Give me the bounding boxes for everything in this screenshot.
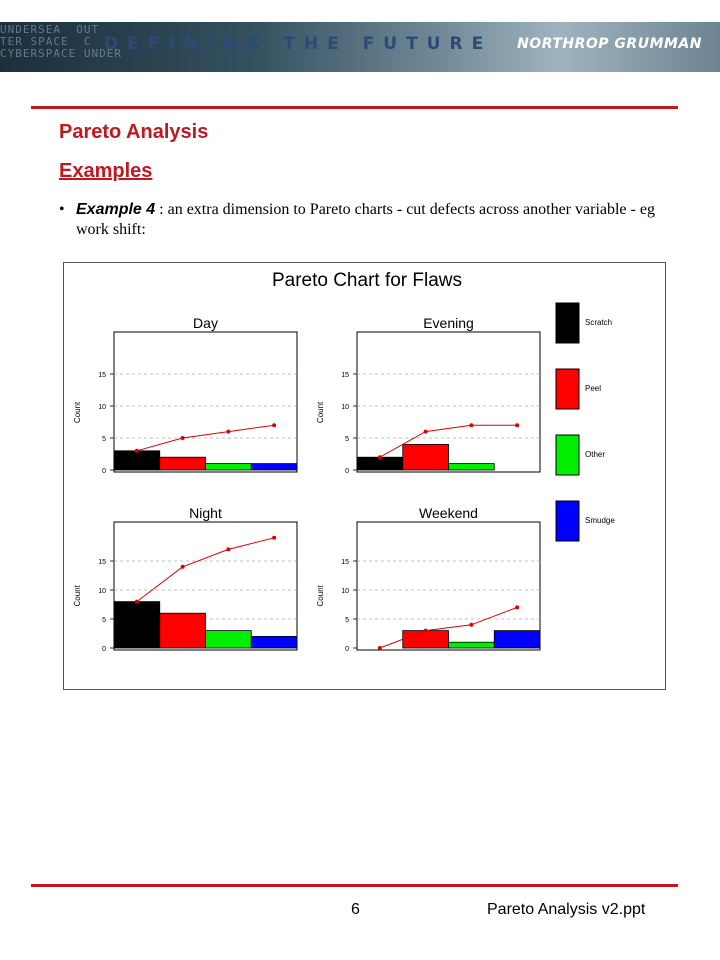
cumulative-point <box>423 429 428 434</box>
cumulative-point <box>226 547 231 552</box>
bar-smudge <box>493 630 541 649</box>
cumulative-point <box>134 448 139 453</box>
panel-weekend: Weekend 0 5 10 15 Count <box>316 505 541 653</box>
cumulative-point <box>134 599 139 604</box>
legend-label-peel: Peel <box>585 384 601 393</box>
bullet-marker: • <box>59 201 65 218</box>
cumulative-point <box>377 455 382 460</box>
cumulative-point <box>377 646 382 650</box>
slide-subtitle: Examples <box>59 160 153 182</box>
page-number: 6 <box>351 901 360 918</box>
cumulative-line <box>379 424 518 458</box>
banner-tagline: DEFINING THE FUTURE <box>104 34 493 54</box>
y-axis-label: Count <box>73 584 82 606</box>
cumulative-point <box>469 622 474 627</box>
cumulative-point <box>226 429 231 434</box>
y-tick-label: 10 <box>341 588 349 595</box>
y-tick-label: 15 <box>98 559 106 566</box>
legend-label-other: Other <box>585 450 605 459</box>
bar-other <box>448 463 495 471</box>
cumulative-point <box>180 564 185 569</box>
y-axis-label: Count <box>316 584 325 606</box>
top-divider <box>31 106 678 109</box>
legend-swatch-other <box>555 434 580 476</box>
y-tick-label: 5 <box>102 617 106 624</box>
bar-other <box>205 630 252 649</box>
panel-title: Night <box>189 505 222 521</box>
panel-day: Day 0 5 10 15 Count <box>73 315 298 475</box>
bar-smudge <box>250 463 298 471</box>
chart-title: Pareto Chart for Flaws <box>272 270 462 291</box>
panel-night: Night 0 5 10 15 Count <box>73 505 298 653</box>
header-banner: UNDERSEA OUT TER SPACE C CYBERSPACE UNDE… <box>0 22 720 72</box>
panel-title: Day <box>193 315 218 331</box>
footer-file-name: Pareto Analysis v2.ppt <box>487 901 646 918</box>
bullet-label: Example 4 <box>76 201 156 218</box>
pareto-chart: Pareto Chart for Flaws Day 0 5 10 15 Count Even… <box>63 262 666 690</box>
cumulative-point <box>515 423 520 428</box>
y-tick-label: 10 <box>341 404 349 411</box>
y-tick-label: 15 <box>98 372 106 379</box>
bar-peel <box>159 612 206 649</box>
legend-swatch-smudge <box>555 500 580 542</box>
y-tick-label: 5 <box>102 436 106 443</box>
cumulative-point <box>272 423 277 428</box>
cumulative-line <box>136 537 275 602</box>
bar-peel <box>159 456 206 471</box>
y-axis-label: Count <box>316 401 325 423</box>
bar-peel <box>402 630 449 649</box>
cumulative-point <box>272 535 277 540</box>
cumulative-line <box>379 606 518 649</box>
company-logo: NORTHROP GRUMMAN <box>517 36 702 52</box>
y-tick-label: 0 <box>345 468 349 475</box>
banner-background-text: UNDERSEA OUT TER SPACE C CYBERSPACE UNDE… <box>0 23 122 60</box>
y-tick-label: 10 <box>98 404 106 411</box>
cumulative-line <box>136 424 275 452</box>
bottom-divider <box>31 884 678 887</box>
y-axis-label: Count <box>73 401 82 423</box>
y-tick-label: 15 <box>341 372 349 379</box>
y-tick-label: 15 <box>341 559 349 566</box>
bullet-body: : an extra dimension to Pareto charts - … <box>76 201 655 238</box>
bullet-text: Example 4 : an extra dimension to Pareto… <box>76 200 669 240</box>
legend-swatch-scratch <box>555 302 580 344</box>
y-tick-label: 10 <box>98 588 106 595</box>
y-tick-label: 5 <box>345 617 349 624</box>
pareto-chart-svg: Pareto Chart for FlawsDay051015CountEven… <box>73 270 615 653</box>
y-tick-label: 0 <box>102 468 106 475</box>
y-tick-label: 5 <box>345 436 349 443</box>
panel-title: Evening <box>423 315 474 331</box>
cumulative-point <box>469 423 474 428</box>
bar-other <box>448 641 495 649</box>
cumulative-point <box>423 628 428 633</box>
bullet-item: • Example 4 : an extra dimension to Pare… <box>59 200 669 240</box>
cumulative-point <box>180 436 185 440</box>
y-tick-label: 0 <box>102 646 106 653</box>
bar-other <box>205 463 252 471</box>
bar-scratch <box>113 450 161 471</box>
panel-title: Weekend <box>419 505 478 521</box>
legend-label-scratch: Scratch <box>585 318 612 327</box>
bar-smudge <box>250 635 298 649</box>
legend-swatch-peel <box>555 368 580 410</box>
cumulative-point <box>515 605 520 610</box>
bar-peel <box>402 443 449 471</box>
slide-title: Pareto Analysis <box>59 121 209 143</box>
legend-label-smudge: Smudge <box>585 516 615 525</box>
y-tick-label: 0 <box>345 646 349 653</box>
bar-scratch <box>113 601 161 649</box>
panel-frame <box>356 521 541 651</box>
panel-evening: Evening 0 5 10 15 Count <box>316 315 541 475</box>
